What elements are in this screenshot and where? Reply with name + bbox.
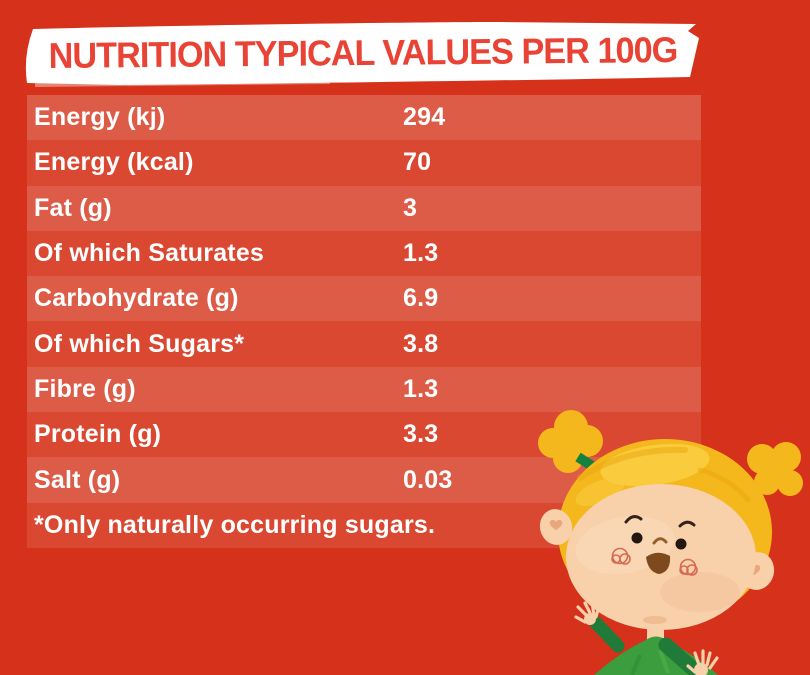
table-row: Carbohydrate (g) 6.9 bbox=[27, 276, 701, 322]
eye-left bbox=[631, 532, 643, 544]
eye-right bbox=[675, 538, 687, 550]
girl-character-illustration bbox=[538, 410, 803, 675]
table-row: Fibre (g) 1.3 bbox=[27, 366, 701, 413]
banner-paper-shape bbox=[25, 22, 700, 87]
row-value: 70 bbox=[403, 148, 432, 177]
row-value: 3.3 bbox=[403, 420, 439, 449]
row-label: Protein (g) bbox=[34, 420, 162, 449]
row-label: Fibre (g) bbox=[34, 374, 136, 403]
pigtail-left bbox=[538, 410, 603, 473]
page-title: NUTRITION TYPICAL VALUES PER 100G bbox=[48, 28, 678, 77]
row-label: Fat (g) bbox=[34, 193, 112, 222]
row-value: 3 bbox=[403, 193, 418, 222]
row-value: 1.3 bbox=[403, 374, 439, 403]
sleeve-right bbox=[658, 637, 700, 675]
nose bbox=[652, 537, 668, 545]
nutrition-table: Energy (kj) 294 Energy (kcal) 70 Fat (g) 3 Of … bbox=[27, 95, 701, 548]
row-label: Salt (g) bbox=[34, 465, 121, 494]
table-row: Energy (kcal) 70 bbox=[27, 140, 701, 186]
row-value: 0.03 bbox=[403, 465, 453, 494]
row-value: 3.8 bbox=[403, 329, 439, 358]
ear-left bbox=[539, 509, 573, 545]
row-label: Energy (kj) bbox=[34, 103, 166, 132]
mouth bbox=[646, 552, 671, 574]
row-value: 6.9 bbox=[403, 284, 439, 313]
eyebrow-left bbox=[624, 515, 643, 524]
row-label: Of which Sugars* bbox=[34, 329, 245, 358]
neck-shadow bbox=[643, 616, 667, 624]
table-row: Energy (kj) 294 bbox=[27, 95, 701, 141]
sleeve-left bbox=[589, 616, 625, 653]
footnote-text: *Only naturally occurring sugars. bbox=[34, 510, 436, 539]
table-row: Of which Sugars* 3.8 bbox=[27, 321, 701, 367]
row-label: Energy (kcal) bbox=[34, 148, 194, 177]
cheek-scribble-right bbox=[679, 558, 698, 576]
pigtail-right bbox=[747, 442, 803, 496]
row-value: 294 bbox=[403, 103, 446, 132]
row-label: Of which Saturates bbox=[34, 239, 265, 268]
table-row: Of which Saturates 1.3 bbox=[27, 230, 701, 277]
eyebrow-right bbox=[678, 520, 696, 528]
row-value: 1.3 bbox=[403, 239, 439, 268]
row-label: Carbohydrate (g) bbox=[34, 284, 239, 313]
table-row: Fat (g) 3 bbox=[27, 185, 701, 231]
face-features bbox=[611, 515, 698, 576]
banner-paper bbox=[25, 22, 700, 85]
banner: NUTRITION TYPICAL VALUES PER 100G bbox=[0, 0, 810, 100]
cheek-scribble-left bbox=[611, 547, 631, 565]
hand-left bbox=[574, 600, 601, 625]
hand-right bbox=[686, 649, 719, 675]
